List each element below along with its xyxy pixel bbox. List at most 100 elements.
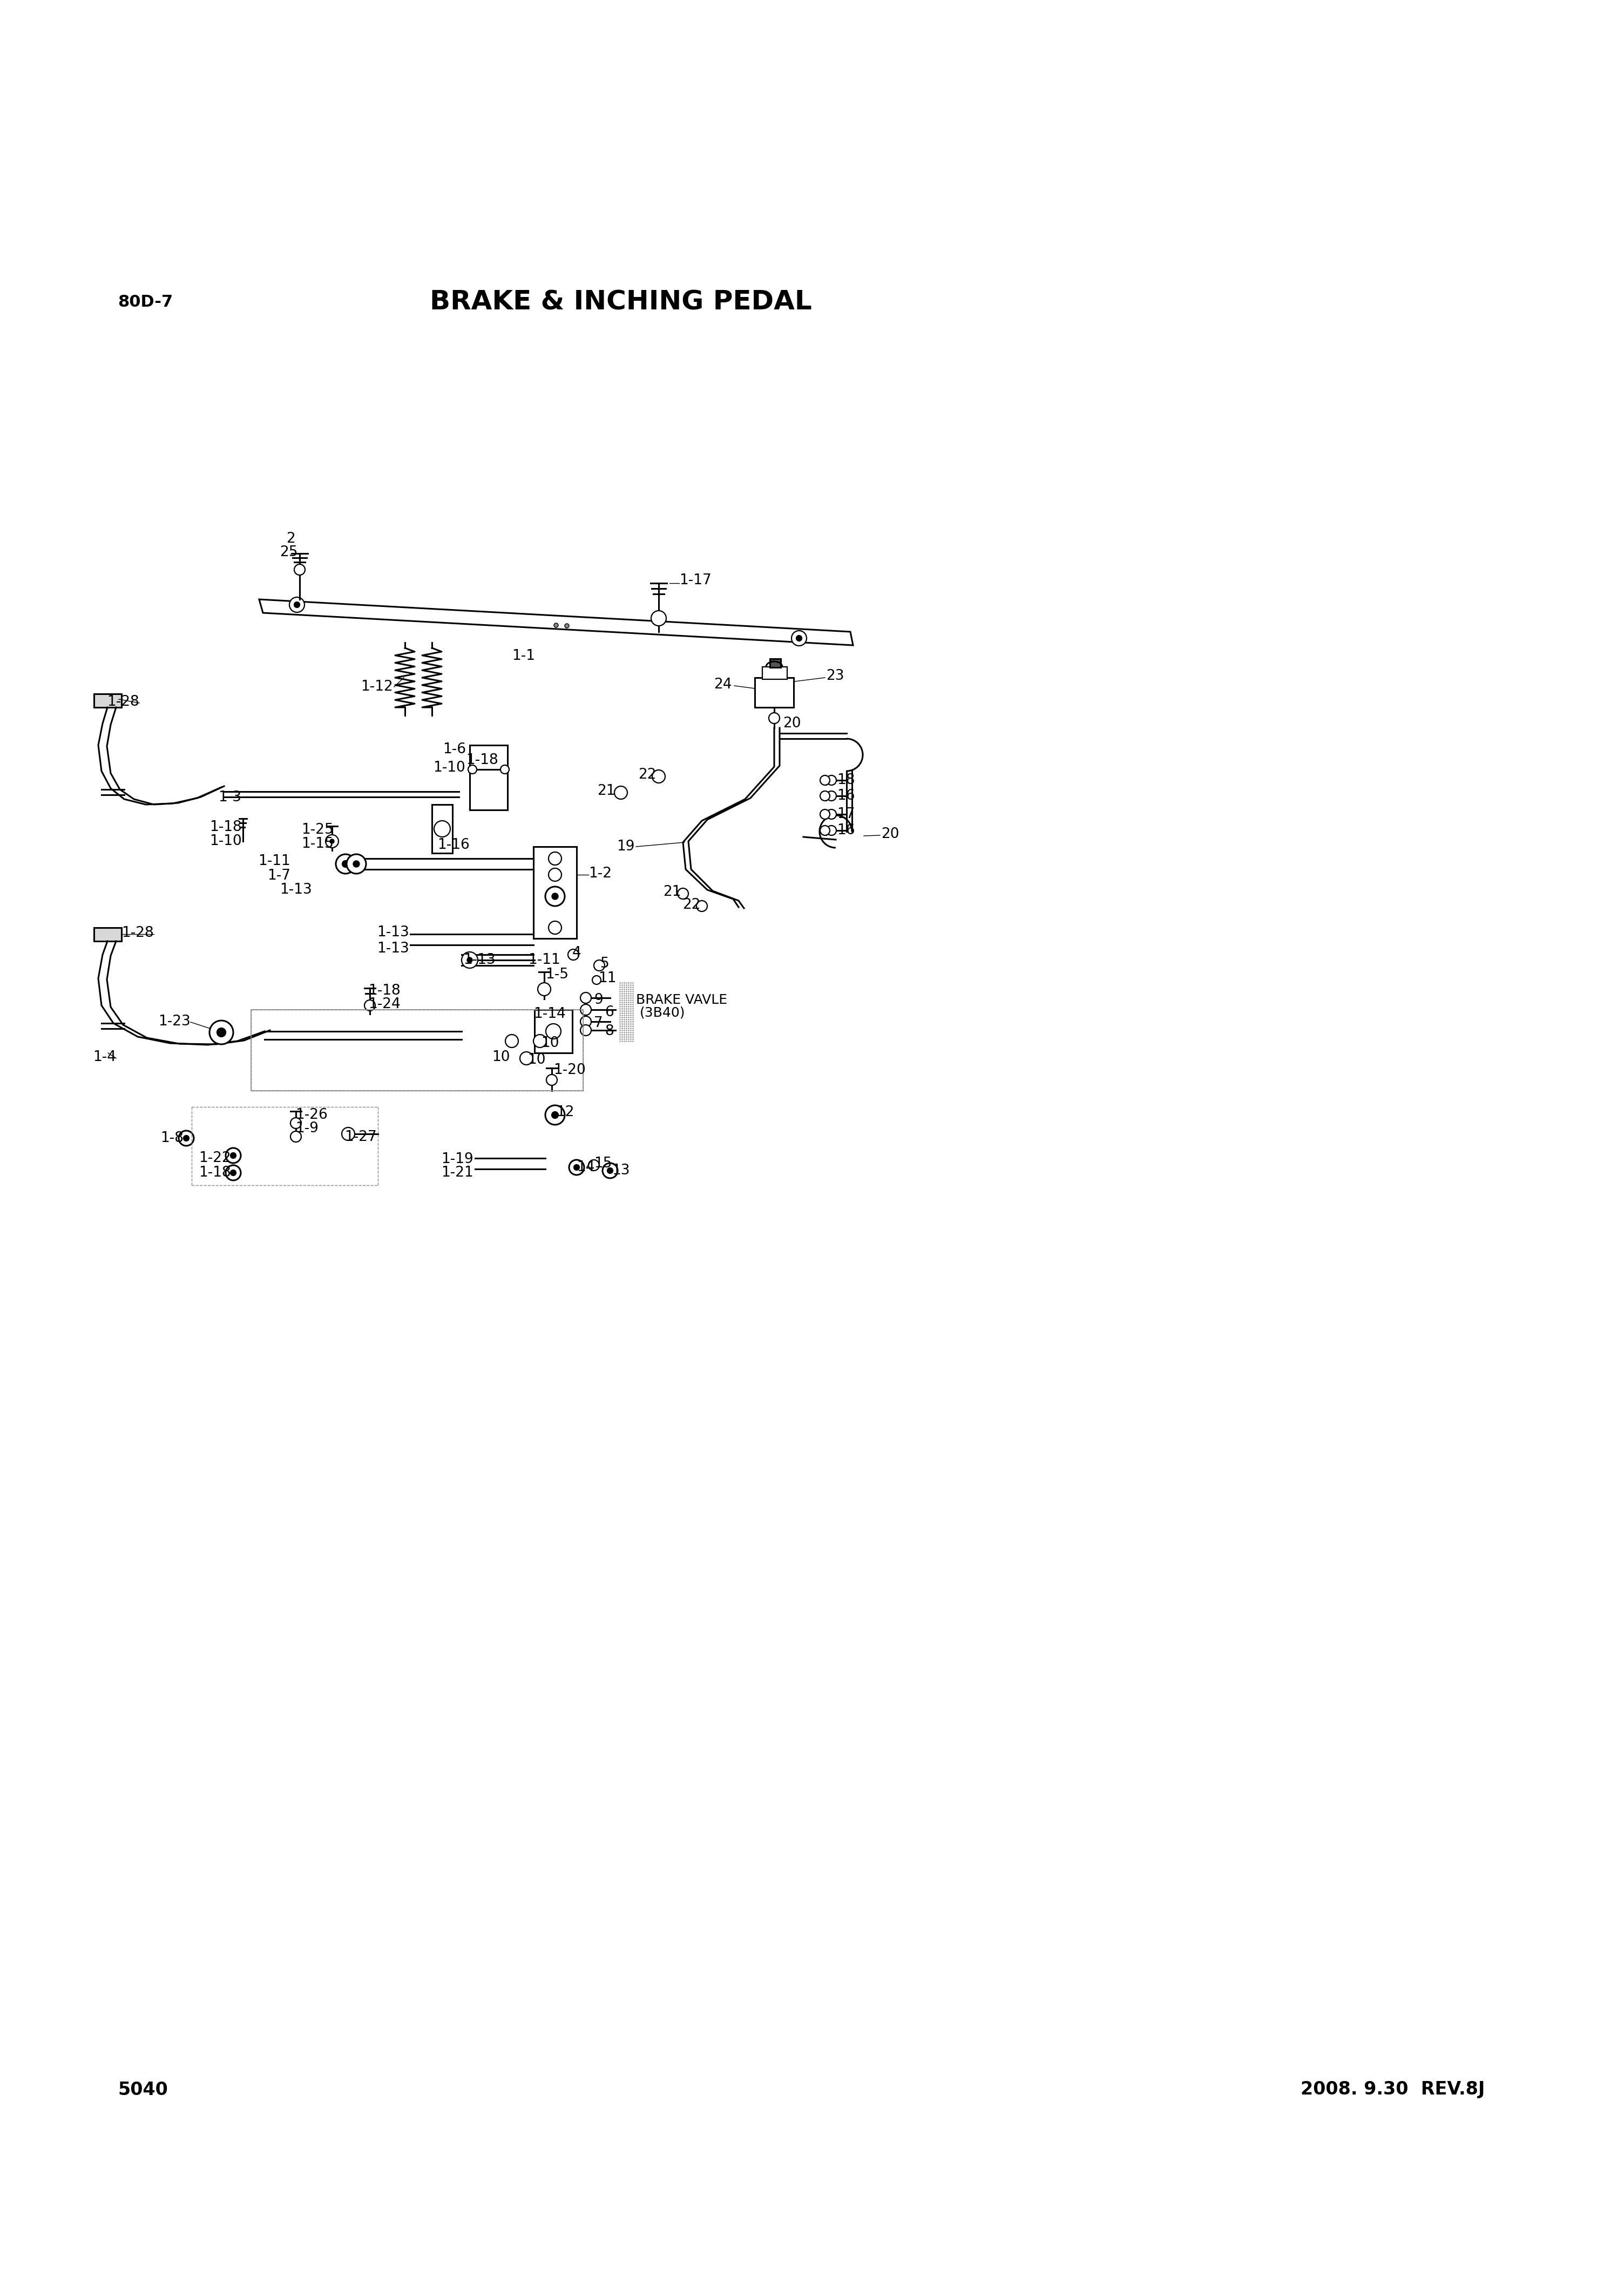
Circle shape — [573, 1166, 580, 1170]
Text: 15: 15 — [594, 1157, 612, 1170]
Circle shape — [209, 1020, 234, 1045]
Circle shape — [554, 624, 559, 628]
Circle shape — [505, 1034, 518, 1047]
Text: 1-2: 1-2 — [588, 868, 612, 881]
Circle shape — [325, 836, 338, 847]
Circle shape — [593, 977, 601, 984]
Circle shape — [796, 635, 802, 640]
Circle shape — [552, 893, 559, 899]
Text: 1-8: 1-8 — [161, 1132, 184, 1145]
Circle shape — [580, 1016, 591, 1027]
Circle shape — [546, 1104, 565, 1125]
Circle shape — [218, 1029, 226, 1036]
Circle shape — [500, 765, 508, 774]
Text: 21: 21 — [598, 783, 615, 797]
Circle shape — [568, 1159, 585, 1175]
Circle shape — [820, 827, 830, 836]
Text: 7: 7 — [594, 1016, 603, 1029]
Text: 1-13: 1-13 — [279, 883, 312, 897]
Text: 5040: 5040 — [117, 2081, 167, 2099]
Text: 22: 22 — [638, 767, 656, 781]
Circle shape — [461, 952, 477, 968]
Circle shape — [546, 1075, 557, 1086]
Circle shape — [549, 868, 562, 881]
Text: 1-24: 1-24 — [369, 997, 401, 1011]
Text: 1-9: 1-9 — [296, 1123, 318, 1136]
Text: 1-10: 1-10 — [434, 761, 466, 774]
Text: 21: 21 — [663, 886, 682, 899]
Text: 14: 14 — [577, 1161, 594, 1175]
Text: 1-11: 1-11 — [258, 854, 291, 868]
Circle shape — [468, 956, 473, 963]
Circle shape — [552, 1111, 559, 1118]
Text: 1-28: 1-28 — [107, 694, 140, 708]
Text: 1-18: 1-18 — [466, 754, 499, 767]
Text: 11: 11 — [598, 972, 615, 986]
Text: 13: 13 — [612, 1164, 630, 1177]
Text: 1-18: 1-18 — [198, 1166, 231, 1179]
Circle shape — [580, 1004, 591, 1016]
Text: BRAKE & INCHING PEDAL: BRAKE & INCHING PEDAL — [430, 289, 812, 314]
Polygon shape — [770, 658, 781, 667]
Text: 19: 19 — [617, 840, 635, 854]
Text: 1-22: 1-22 — [198, 1152, 231, 1166]
Circle shape — [226, 1166, 240, 1179]
Text: 1-16: 1-16 — [437, 838, 469, 852]
Text: 1-13: 1-13 — [463, 954, 495, 968]
Text: 8: 8 — [604, 1025, 614, 1038]
Text: 24: 24 — [715, 679, 732, 692]
Circle shape — [231, 1170, 235, 1175]
Circle shape — [231, 1152, 235, 1159]
Text: 1-14: 1-14 — [533, 1006, 565, 1020]
Circle shape — [468, 765, 477, 774]
Text: 2: 2 — [286, 533, 296, 546]
Text: 16: 16 — [836, 788, 854, 804]
Text: 16: 16 — [836, 824, 854, 838]
Circle shape — [546, 1025, 560, 1038]
Text: 4: 4 — [572, 945, 581, 961]
Circle shape — [827, 827, 836, 836]
Polygon shape — [94, 694, 122, 708]
Text: 10: 10 — [541, 1036, 559, 1050]
Text: 1-4: 1-4 — [93, 1050, 115, 1063]
Text: 80D-7: 80D-7 — [117, 294, 172, 310]
Circle shape — [549, 922, 562, 934]
Circle shape — [768, 713, 780, 724]
Text: 10: 10 — [492, 1050, 510, 1063]
Circle shape — [434, 820, 450, 838]
Text: 1-7: 1-7 — [268, 870, 291, 883]
Circle shape — [820, 790, 830, 802]
Text: 1-13: 1-13 — [377, 943, 409, 956]
Circle shape — [827, 776, 836, 786]
Circle shape — [341, 1127, 354, 1141]
Circle shape — [346, 854, 365, 874]
Circle shape — [827, 790, 836, 802]
Circle shape — [179, 1132, 193, 1145]
Text: 18: 18 — [836, 774, 854, 788]
Circle shape — [294, 565, 305, 576]
Circle shape — [226, 1148, 240, 1164]
Circle shape — [580, 1025, 591, 1036]
Circle shape — [364, 1000, 375, 1011]
Text: BRAKE VAVLE: BRAKE VAVLE — [637, 993, 728, 1006]
Text: 1-25: 1-25 — [302, 822, 333, 838]
Text: 1-10: 1-10 — [209, 833, 242, 849]
Text: 1-21: 1-21 — [442, 1166, 474, 1179]
Text: 6: 6 — [604, 1006, 614, 1020]
Text: 1-5: 1-5 — [546, 968, 568, 981]
Text: 1-28: 1-28 — [122, 927, 154, 940]
Circle shape — [603, 1164, 617, 1177]
Text: 22: 22 — [682, 897, 702, 913]
Circle shape — [614, 786, 627, 799]
Text: 1-18: 1-18 — [369, 984, 401, 997]
Text: 1-13: 1-13 — [377, 924, 409, 940]
Circle shape — [291, 1132, 302, 1143]
Text: 1-23: 1-23 — [158, 1016, 190, 1029]
Polygon shape — [762, 667, 788, 679]
Text: 1-19: 1-19 — [442, 1152, 474, 1166]
Text: 1-12: 1-12 — [361, 681, 393, 694]
Text: 10: 10 — [528, 1052, 546, 1068]
Text: 1-26: 1-26 — [296, 1109, 328, 1123]
Polygon shape — [94, 927, 122, 940]
Circle shape — [820, 808, 830, 820]
